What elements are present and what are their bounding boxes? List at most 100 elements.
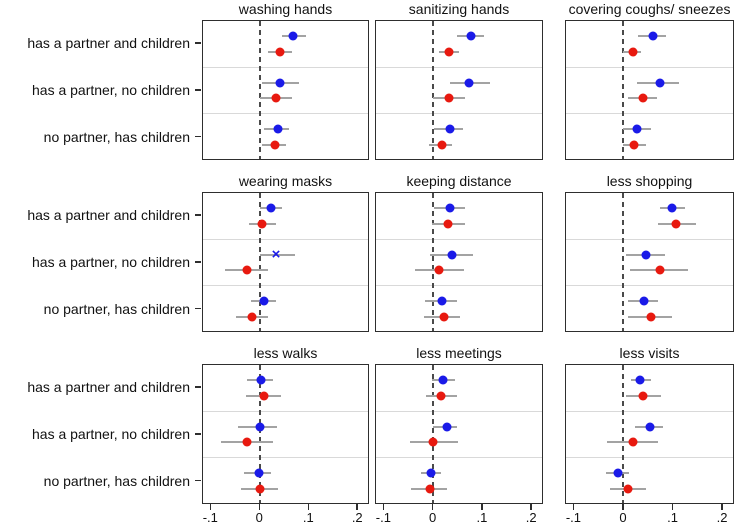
y-axis-tick: [195, 89, 201, 91]
point-marker-red: [255, 484, 265, 494]
point-marker-red: [444, 93, 454, 103]
panel-title: less meetings: [416, 345, 502, 361]
point-marker-red: [439, 312, 449, 322]
point-marker-red: [437, 140, 447, 150]
category-label: has a partner and children: [27, 379, 190, 396]
point-marker-red: [257, 219, 267, 228]
point-marker-blue: [635, 375, 645, 385]
panel-title: sanitizing hands: [408, 1, 510, 17]
band-divider: [203, 285, 368, 286]
x-axis-tick-label: .1: [302, 510, 314, 525]
x-axis-tick-label: -.1: [375, 510, 391, 525]
panel-title: less visits: [619, 345, 680, 361]
panel-box: [375, 364, 543, 504]
x-axis-tick-label: .2: [351, 510, 363, 525]
point-marker-red: [436, 391, 446, 400]
point-marker-red: [628, 437, 638, 447]
x-axis-tick-label: -.1: [202, 510, 218, 525]
point-marker-red: [629, 140, 639, 150]
point-marker-blue: [288, 31, 298, 41]
band-divider: [203, 238, 368, 240]
panel-box: [375, 192, 543, 332]
band-divider: [203, 113, 368, 114]
point-marker-red: [628, 47, 638, 56]
x-axis-tick-label: .2: [525, 510, 537, 525]
x-axis-tick: [481, 504, 483, 510]
y-axis-tick: [195, 135, 201, 138]
x-axis-tick: [530, 504, 532, 510]
zero-reference-line: [622, 21, 625, 159]
y-axis-tick: [195, 214, 201, 216]
band-divider: [376, 238, 542, 240]
point-marker-red: [646, 312, 656, 322]
point-marker-blue: [259, 296, 269, 306]
band-divider: [566, 238, 733, 240]
band-divider: [376, 457, 542, 458]
x-axis-tick: [382, 504, 385, 510]
band-divider: [376, 66, 542, 68]
zero-reference-line: [622, 365, 625, 503]
band-divider: [203, 410, 368, 412]
panel-title: covering coughs/ sneezes: [568, 1, 731, 17]
ci-whisker-blue: [260, 253, 295, 256]
panel-row: has a partner and children has a partner,…: [0, 0, 750, 172]
panel-box: [375, 20, 543, 160]
x-axis-tick: [622, 504, 624, 510]
panel-box: [565, 20, 734, 160]
band-divider: [203, 457, 368, 458]
point-marker-red: [270, 140, 280, 150]
point-marker-blue: [447, 250, 457, 260]
x-axis-tick: [356, 504, 358, 510]
band-divider: [376, 410, 542, 412]
band-divider: [566, 410, 733, 412]
point-marker-red: [444, 47, 454, 56]
point-marker-blue: [667, 203, 677, 213]
point-marker-red: [623, 484, 633, 494]
x-axis-tick: [209, 504, 212, 510]
panel-box: [202, 364, 369, 504]
zero-reference-line: [431, 21, 434, 159]
point-marker-blue: [426, 468, 436, 478]
x-axis-tick-label: .1: [667, 510, 678, 525]
zero-reference-line: [258, 193, 261, 331]
x-axis-tick-label: 0: [619, 510, 627, 525]
point-marker-red: [247, 312, 257, 322]
point-marker-blue: [256, 375, 266, 385]
panel-title: less shopping: [606, 173, 693, 189]
point-marker-red: [271, 93, 281, 103]
zero-reference-line: [258, 365, 261, 503]
point-marker-blue: [275, 78, 285, 88]
point-marker-blue: [645, 422, 655, 432]
category-label: has a partner, no children: [32, 254, 190, 270]
panel-row: has a partner and children has a partner,…: [0, 344, 750, 525]
point-marker-blue: [445, 124, 455, 134]
band-divider: [376, 113, 542, 114]
category-label: has a partner, no children: [32, 82, 190, 98]
y-axis-tick: [195, 386, 201, 388]
panel-title: keeping distance: [406, 173, 512, 189]
point-marker-blue: [254, 468, 264, 478]
point-marker-blue: [266, 203, 276, 213]
point-marker-blue: [464, 78, 474, 88]
point-marker-red: [638, 93, 648, 103]
point-marker-blue: [655, 78, 665, 88]
x-axis-tick: [671, 504, 674, 510]
point-marker-red: [671, 219, 681, 228]
panel-box: ×: [202, 192, 369, 332]
x-axis-tick-label: -.1: [565, 510, 581, 525]
y-axis-tick: [195, 479, 201, 482]
x-axis-tick: [431, 504, 434, 510]
category-label: no partner, has children: [43, 472, 190, 489]
point-marker-red: [655, 265, 665, 275]
point-marker-red: [242, 265, 252, 275]
point-marker-red: [434, 265, 444, 275]
band-divider: [566, 285, 733, 286]
x-axis-tick: [307, 504, 310, 510]
point-marker-blue: [255, 422, 265, 432]
x-axis-tick-label: .2: [716, 510, 728, 525]
point-marker-red: [443, 219, 453, 228]
band-divider: [203, 66, 368, 68]
category-label: has a partner, no children: [32, 426, 190, 442]
point-marker-blue: [641, 250, 651, 260]
point-marker-blue: [442, 422, 452, 432]
